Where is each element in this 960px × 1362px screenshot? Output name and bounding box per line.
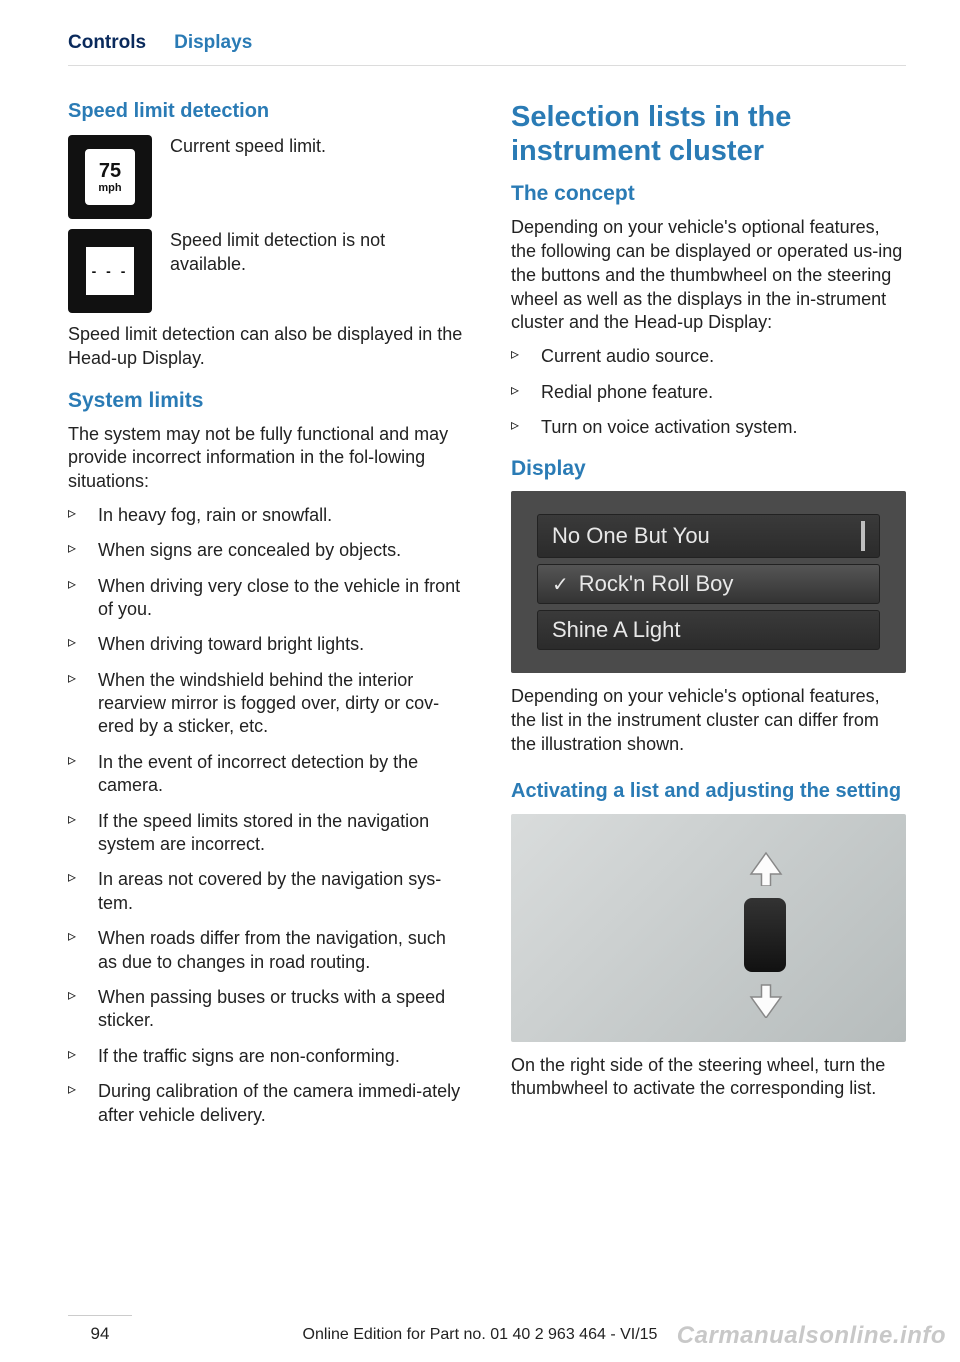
left-column: Speed limit detection 75 mph Current spe… bbox=[68, 100, 463, 1139]
list-item: Current audio source. bbox=[511, 345, 906, 368]
watermark: Carmanualsonline.info bbox=[677, 1322, 946, 1350]
list-item: If the traffic signs are non-conforming. bbox=[68, 1045, 463, 1068]
display-row-text: Shine A Light bbox=[552, 617, 680, 643]
list-item: In the event of incorrect detection by t… bbox=[68, 751, 463, 798]
tab-bar: Controls Displays bbox=[68, 20, 906, 66]
right-column: Selection lists in the instrument cluste… bbox=[511, 100, 906, 1139]
tab-displays[interactable]: Displays bbox=[174, 32, 252, 54]
icon-row-speed-na: - - - Speed limit detection is not avail… bbox=[68, 229, 463, 313]
speed-limit-na-icon: - - - bbox=[68, 229, 152, 313]
sign-value: 75 bbox=[99, 161, 121, 181]
heading-selection-lists: Selection lists in the instrument cluste… bbox=[511, 100, 906, 168]
list-item: If the speed limits stored in the naviga… bbox=[68, 810, 463, 857]
concept-list: Current audio source. Redial phone featu… bbox=[511, 345, 906, 439]
para-concept: Depending on your vehicle's optional fea… bbox=[511, 216, 906, 335]
display-row-text: No One But You bbox=[552, 523, 710, 549]
list-item: When driving toward bright lights. bbox=[68, 633, 463, 656]
para-headup: Speed limit detection can also be displa… bbox=[68, 323, 463, 371]
para-display: Depending on your vehicle's optional fea… bbox=[511, 685, 906, 756]
list-item: When signs are concealed by objects. bbox=[68, 539, 463, 562]
display-row-text: Rock'n Roll Boy bbox=[579, 571, 734, 597]
heading-activating: Activating a list and adjusting the sett… bbox=[511, 779, 906, 804]
instrument-display-illustration: No One But You ✓ Rock'n Roll Boy Shine A… bbox=[511, 491, 906, 673]
sign-blank-glyph: - - - bbox=[83, 244, 137, 298]
heading-display: Display bbox=[511, 457, 906, 481]
thumbwheel-illustration bbox=[511, 814, 906, 1042]
list-item: In heavy fog, rain or snowfall. bbox=[68, 504, 463, 527]
sign-unit: mph bbox=[98, 183, 121, 194]
list-item: When the windshield behind the interior … bbox=[68, 669, 463, 739]
heading-speed-limit-detection: Speed limit detection bbox=[68, 100, 463, 123]
arrow-down-icon bbox=[748, 982, 784, 1018]
para-activating: On the right side of the steering wheel,… bbox=[511, 1054, 906, 1102]
list-item: During calibration of the camera immedi‐… bbox=[68, 1080, 463, 1127]
display-row: No One But You bbox=[537, 514, 880, 558]
tab-controls[interactable]: Controls bbox=[68, 32, 146, 54]
display-row: Shine A Light bbox=[537, 610, 880, 650]
list-item: Turn on voice activation system. bbox=[511, 416, 906, 439]
list-item: Redial phone feature. bbox=[511, 381, 906, 404]
thumbwheel-knob-icon bbox=[744, 898, 786, 972]
list-item: In areas not covered by the navigation s… bbox=[68, 868, 463, 915]
scroll-indicator-icon bbox=[861, 521, 865, 551]
display-row-selected: ✓ Rock'n Roll Boy bbox=[537, 564, 880, 604]
heading-the-concept: The concept bbox=[511, 182, 906, 206]
heading-system-limits: System limits bbox=[68, 389, 463, 413]
icon-caption-2: Speed limit detection is not available. bbox=[170, 229, 463, 277]
list-item: When roads differ from the navigation, s… bbox=[68, 927, 463, 974]
icon-row-speed-75: 75 mph Current speed limit. bbox=[68, 135, 463, 219]
system-limits-list: In heavy fog, rain or snowfall. When sig… bbox=[68, 504, 463, 1127]
arrow-up-icon bbox=[748, 850, 784, 886]
list-item: When driving very close to the vehicle i… bbox=[68, 575, 463, 622]
list-item: When passing buses or trucks with a spee… bbox=[68, 986, 463, 1033]
check-icon: ✓ bbox=[552, 572, 569, 597]
speed-limit-75-icon: 75 mph bbox=[68, 135, 152, 219]
icon-caption-1: Current speed limit. bbox=[170, 135, 326, 159]
para-system-limits: The system may not be fully functional a… bbox=[68, 423, 463, 494]
